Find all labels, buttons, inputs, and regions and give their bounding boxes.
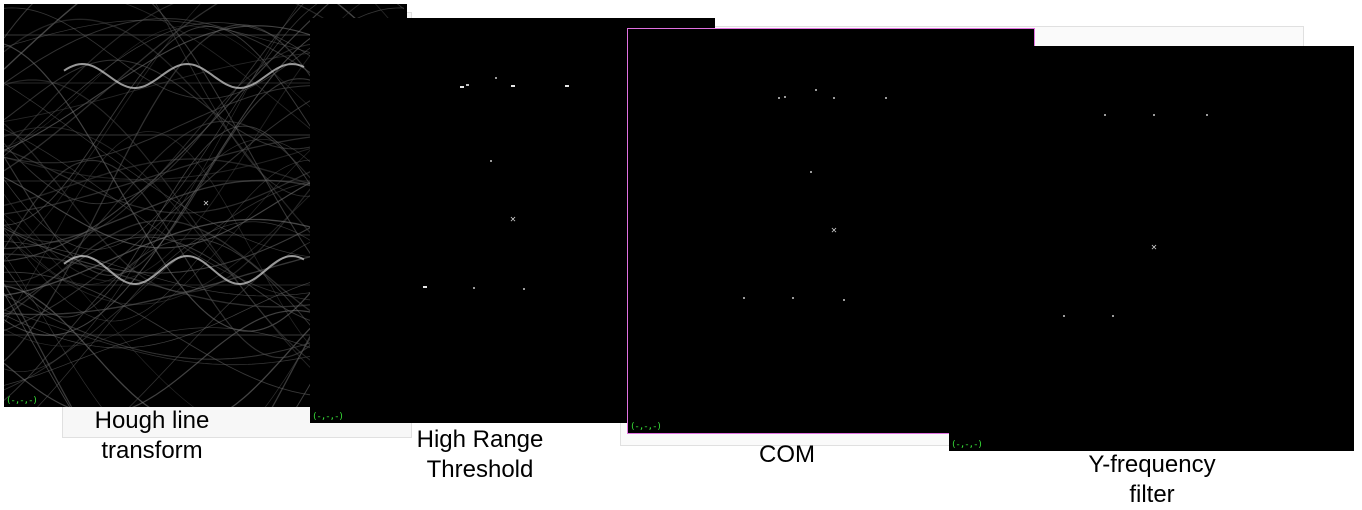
band-line bbox=[4, 82, 407, 84]
peak-point bbox=[1112, 315, 1114, 317]
caption-threshold: High Range Threshold bbox=[390, 425, 570, 485]
caption-yfreq: Y-frequency filter bbox=[1062, 450, 1242, 510]
peak-point bbox=[490, 160, 492, 162]
peak-point bbox=[423, 286, 427, 288]
cross-marker-icon: ✕ bbox=[830, 226, 838, 235]
caption-hough: Hough line transform bbox=[62, 406, 242, 466]
hough-ridge bbox=[63, 254, 305, 286]
caption-line: Threshold bbox=[426, 456, 534, 483]
hough-curve bbox=[4, 4, 218, 172]
hough-curve bbox=[4, 214, 405, 407]
hough-curve bbox=[4, 4, 405, 70]
hough-ridge bbox=[63, 62, 305, 90]
peak-point bbox=[466, 84, 469, 86]
peak-point bbox=[810, 171, 812, 173]
cross-marker-icon: ✕ bbox=[202, 199, 210, 208]
peak-point bbox=[833, 97, 835, 99]
peak-point bbox=[495, 77, 497, 79]
peak-point bbox=[843, 299, 845, 301]
status-readout: (-,-,-) bbox=[312, 412, 344, 422]
hough-curve bbox=[4, 4, 304, 205]
peak-point bbox=[565, 85, 569, 87]
caption-line: High Range bbox=[416, 426, 544, 453]
yfreq-viewer[interactable]: ✕ (-,-,-) bbox=[949, 46, 1354, 451]
peak-point bbox=[523, 288, 525, 290]
cross-marker-icon: ✕ bbox=[509, 215, 517, 224]
status-readout: (-,-,-) bbox=[6, 396, 38, 406]
caption-line: filter bbox=[1129, 481, 1175, 508]
band-line bbox=[4, 334, 407, 336]
peak-point bbox=[792, 297, 794, 299]
peak-point bbox=[1104, 114, 1106, 116]
caption-line: COM bbox=[759, 441, 815, 468]
band-line bbox=[4, 134, 407, 136]
status-readout: (-,-,-) bbox=[951, 440, 983, 450]
band-line bbox=[4, 180, 407, 182]
peak-point bbox=[511, 85, 515, 87]
peak-point bbox=[460, 86, 464, 88]
peak-point bbox=[778, 97, 780, 99]
band-line bbox=[4, 234, 407, 236]
peak-point bbox=[743, 297, 745, 299]
peak-point bbox=[1206, 114, 1208, 116]
band-line bbox=[4, 284, 407, 286]
peak-point bbox=[1153, 114, 1155, 116]
peak-point bbox=[473, 287, 475, 289]
caption-line: transform bbox=[101, 437, 203, 464]
peak-point bbox=[1063, 315, 1065, 317]
hough-curve bbox=[4, 4, 405, 250]
hough-curve bbox=[4, 4, 300, 285]
hough-curve bbox=[4, 4, 405, 261]
caption-com: COM bbox=[717, 440, 857, 470]
caption-line: Y-frequency bbox=[1088, 451, 1216, 478]
peak-point bbox=[784, 96, 786, 98]
peak-point bbox=[885, 97, 887, 99]
cross-marker-icon: ✕ bbox=[1150, 243, 1158, 252]
peak-point bbox=[815, 89, 817, 91]
status-readout: (-,-,-) bbox=[630, 422, 662, 432]
caption-line: Hough line bbox=[94, 407, 210, 434]
